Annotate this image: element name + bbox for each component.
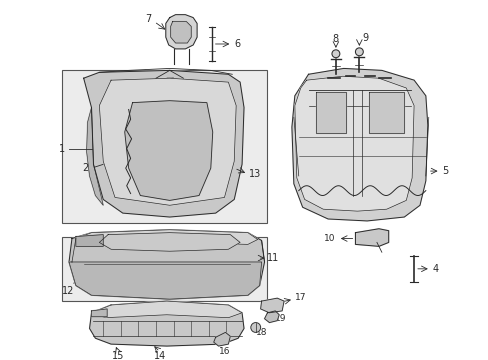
Text: 14: 14: [154, 351, 166, 360]
Polygon shape: [91, 309, 107, 317]
Text: 18: 18: [255, 328, 267, 337]
Polygon shape: [170, 22, 191, 43]
Polygon shape: [86, 108, 103, 205]
Text: 13: 13: [248, 169, 261, 179]
Circle shape: [355, 48, 363, 56]
Polygon shape: [316, 92, 345, 133]
Text: 16: 16: [218, 347, 230, 356]
Polygon shape: [76, 235, 103, 246]
Polygon shape: [165, 15, 197, 49]
Text: 2: 2: [82, 163, 89, 173]
Text: 4: 4: [432, 264, 438, 274]
Text: 11: 11: [266, 253, 279, 263]
Polygon shape: [99, 78, 236, 205]
Polygon shape: [294, 76, 413, 211]
Polygon shape: [89, 301, 244, 346]
Circle shape: [331, 50, 339, 58]
Polygon shape: [124, 101, 212, 201]
Text: 3: 3: [147, 81, 153, 91]
Polygon shape: [264, 311, 279, 323]
Text: 8: 8: [332, 34, 338, 44]
Polygon shape: [368, 92, 404, 133]
Polygon shape: [291, 68, 427, 221]
Polygon shape: [99, 233, 240, 251]
Polygon shape: [76, 230, 257, 244]
Text: 6: 6: [234, 39, 240, 49]
Text: 19: 19: [275, 314, 286, 323]
Polygon shape: [69, 262, 261, 299]
Text: 12: 12: [62, 286, 74, 296]
Text: 15: 15: [111, 351, 124, 360]
Text: 10: 10: [324, 234, 335, 243]
Bar: [62, 71, 267, 223]
Text: 9: 9: [362, 33, 367, 43]
Polygon shape: [83, 71, 244, 217]
Text: 1: 1: [59, 144, 65, 154]
Circle shape: [250, 323, 260, 332]
Text: 17: 17: [294, 293, 306, 302]
Polygon shape: [91, 301, 242, 318]
Text: 7: 7: [145, 14, 151, 23]
Polygon shape: [213, 332, 230, 346]
Text: 5: 5: [441, 166, 447, 176]
Polygon shape: [355, 229, 388, 246]
Bar: [62, 237, 267, 301]
Polygon shape: [69, 230, 264, 299]
Polygon shape: [260, 298, 284, 313]
